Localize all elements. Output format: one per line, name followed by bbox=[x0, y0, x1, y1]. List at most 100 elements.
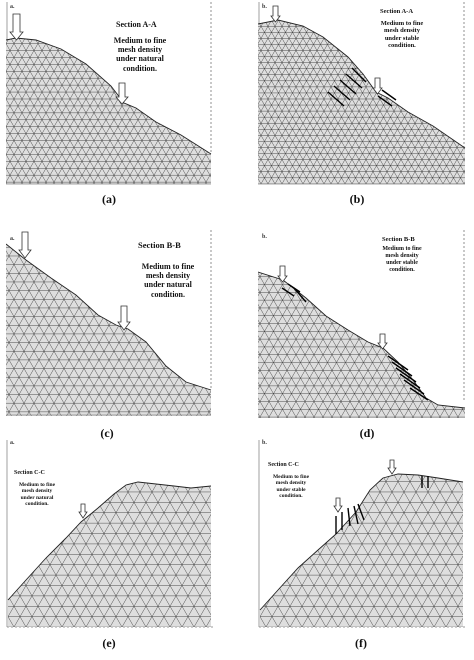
mesh-line bbox=[133, 482, 211, 627]
mesh-line bbox=[25, 482, 135, 627]
mesh-line bbox=[258, 272, 342, 418]
mesh-line bbox=[19, 38, 127, 184]
mesh-line bbox=[281, 20, 389, 184]
figure-caption: (c) bbox=[100, 426, 114, 440]
mesh-line bbox=[6, 38, 111, 184]
load-arrow-icon bbox=[372, 77, 383, 95]
mesh-line bbox=[361, 474, 463, 627]
mesh-line bbox=[325, 474, 435, 627]
reinforcement-bars bbox=[281, 283, 429, 401]
mesh-line bbox=[258, 20, 354, 184]
mesh-line bbox=[258, 20, 284, 184]
mesh-line bbox=[258, 20, 277, 184]
section-title: Section B-B bbox=[138, 240, 181, 250]
mesh-line bbox=[43, 38, 151, 184]
mesh-line bbox=[6, 38, 113, 184]
mesh-line bbox=[259, 272, 369, 418]
mesh-line bbox=[8, 482, 51, 627]
mesh-line bbox=[397, 474, 463, 627]
mesh-line bbox=[457, 272, 465, 418]
mesh-line bbox=[6, 38, 25, 184]
load-arrow-icon bbox=[377, 333, 388, 350]
section-description: Medium to fine mesh density under natural c… bbox=[18, 482, 56, 507]
load-arrow-icon bbox=[9, 13, 24, 41]
mesh-line bbox=[373, 474, 463, 627]
mesh-line bbox=[73, 482, 183, 627]
load-arrow-icon bbox=[78, 503, 88, 519]
mesh-line bbox=[268, 272, 378, 418]
mesh-line bbox=[45, 38, 153, 184]
mesh-line bbox=[258, 272, 324, 418]
mesh-line bbox=[163, 38, 211, 184]
panel-f: b. Section C-C Medium to fine mesh densit… bbox=[258, 440, 466, 628]
mesh-line bbox=[277, 272, 387, 418]
mesh-line bbox=[448, 272, 465, 418]
mesh-line bbox=[181, 482, 211, 627]
panel-a: a. Section A-A Medium to fine mesh densit… bbox=[6, 2, 212, 186]
mesh-line bbox=[169, 482, 211, 627]
mesh-line bbox=[413, 20, 465, 184]
panel-b: b. Section A-A Medium to fine mesh densit… bbox=[258, 2, 466, 186]
mesh-line bbox=[145, 482, 211, 627]
mesh-line bbox=[258, 272, 315, 418]
panel-tag: a. bbox=[10, 236, 15, 242]
mesh-line bbox=[439, 272, 465, 418]
section-description: Medium to fine mesh density under natural c… bbox=[113, 36, 167, 73]
mesh-line bbox=[268, 272, 378, 418]
mesh-line bbox=[6, 38, 87, 184]
mesh-line bbox=[6, 38, 97, 184]
mesh-line bbox=[6, 38, 33, 184]
mesh-line bbox=[6, 38, 105, 184]
mesh-line bbox=[373, 474, 463, 627]
mesh-line bbox=[258, 20, 333, 184]
mesh-line bbox=[258, 272, 333, 418]
mesh-line bbox=[349, 474, 459, 627]
mesh-line bbox=[6, 244, 42, 416]
section-title: Section C-C bbox=[14, 470, 45, 476]
mesh-line bbox=[409, 474, 463, 627]
mesh-line bbox=[258, 272, 351, 418]
mesh-line bbox=[349, 474, 459, 627]
section-description: Medium to fine mesh density under natural c… bbox=[141, 262, 195, 299]
mesh-line bbox=[430, 272, 465, 418]
mesh-figure-a bbox=[6, 2, 212, 185]
mesh-line bbox=[6, 38, 49, 184]
mesh-line bbox=[258, 272, 324, 418]
mesh-line bbox=[8, 482, 39, 627]
figure-caption: (d) bbox=[359, 426, 375, 440]
section-title: Section C-C bbox=[268, 462, 299, 468]
section-title: Section B-B bbox=[382, 236, 415, 243]
panel-tag: b. bbox=[262, 234, 267, 240]
mesh-line bbox=[258, 20, 325, 184]
mesh-line bbox=[37, 38, 145, 184]
mesh-line bbox=[27, 38, 135, 184]
mesh-line bbox=[258, 272, 333, 418]
section-description: Medium to fine mesh density under stable co… bbox=[380, 20, 424, 50]
mesh-line bbox=[439, 272, 465, 418]
mesh-line bbox=[6, 38, 57, 184]
mesh-line bbox=[427, 20, 465, 184]
mesh-line bbox=[258, 272, 351, 418]
mesh-line bbox=[434, 20, 465, 184]
mesh-line bbox=[337, 474, 447, 627]
mesh-line bbox=[6, 244, 45, 416]
mesh-line bbox=[258, 20, 332, 184]
mesh-line bbox=[6, 38, 81, 184]
mesh-line bbox=[258, 20, 283, 184]
mesh-line bbox=[171, 38, 211, 184]
mesh-line bbox=[121, 482, 211, 627]
mesh-line bbox=[6, 38, 79, 184]
panel-tag: b. bbox=[262, 440, 267, 446]
mesh-line bbox=[97, 482, 207, 627]
mesh-line bbox=[59, 38, 167, 184]
mesh-line bbox=[61, 482, 171, 627]
mesh-line bbox=[13, 38, 121, 184]
mesh-line bbox=[259, 272, 369, 418]
mesh-line bbox=[187, 38, 211, 184]
section-title: Section A-A bbox=[380, 8, 414, 15]
mesh-line bbox=[61, 38, 169, 184]
load-arrow-icon bbox=[117, 305, 131, 331]
mesh-line bbox=[258, 20, 347, 184]
mesh-line bbox=[397, 474, 463, 627]
mesh-line bbox=[421, 474, 463, 627]
